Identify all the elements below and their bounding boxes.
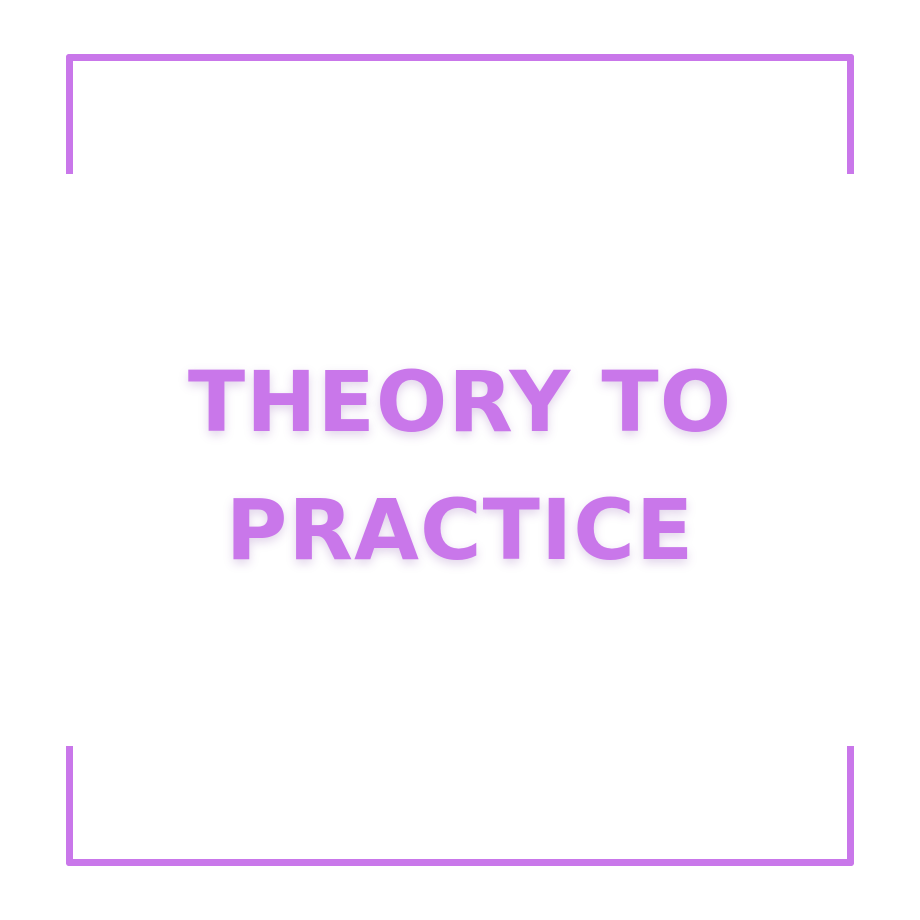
top-frame-bracket (66, 54, 854, 174)
headline: THEORY TO PRACTICE (0, 338, 920, 594)
bottom-frame-bracket (66, 746, 854, 866)
headline-line-1: THEORY TO (187, 353, 733, 451)
headline-line-2: PRACTICE (225, 481, 695, 579)
